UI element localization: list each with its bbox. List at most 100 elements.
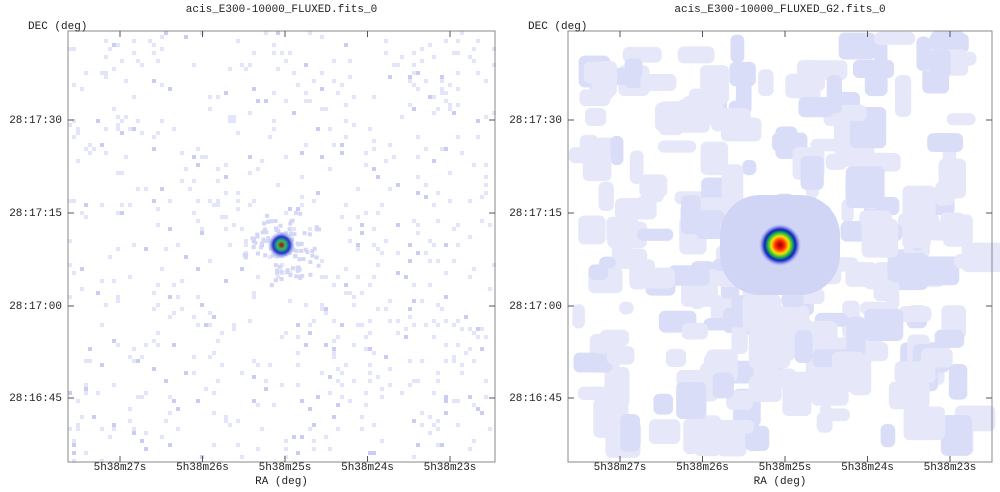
pixel [332, 79, 336, 83]
blob [639, 174, 668, 198]
pixel [240, 455, 244, 459]
pixel [408, 307, 412, 311]
blob [895, 74, 912, 117]
pixel [104, 151, 108, 155]
pixel [296, 335, 300, 339]
pixel [364, 211, 368, 215]
pixel [112, 339, 116, 343]
pixel [312, 439, 316, 443]
pixel [212, 391, 216, 395]
blob [619, 301, 634, 315]
pixel [104, 55, 108, 59]
pixel [408, 383, 412, 387]
pixel [468, 235, 472, 239]
pixel [308, 99, 312, 103]
pixel [324, 311, 328, 315]
pixel [68, 123, 72, 127]
pixel [320, 303, 324, 307]
pixel [316, 263, 321, 268]
blob [948, 363, 968, 400]
pixel [444, 319, 448, 323]
pixel [192, 211, 196, 215]
pixel [196, 399, 200, 403]
pixel [456, 319, 460, 323]
y-tick-label: 28:16:45 [509, 393, 562, 405]
blob [919, 256, 960, 286]
blob [954, 253, 977, 269]
pixel [304, 143, 308, 147]
blob [861, 218, 899, 258]
pixel [132, 243, 136, 247]
pixel [336, 335, 340, 339]
pixel [168, 295, 172, 299]
pixel [396, 319, 400, 323]
pixel [236, 131, 240, 135]
pixel [268, 255, 272, 259]
pixel [484, 191, 488, 195]
pixel [336, 275, 340, 279]
pixel [428, 283, 432, 287]
pixel [300, 151, 304, 155]
pixel [184, 371, 188, 375]
pixel [480, 195, 484, 199]
pixel [116, 295, 120, 299]
pixel [152, 199, 156, 203]
blob [653, 393, 674, 415]
pixel [152, 135, 156, 139]
blob [831, 351, 865, 392]
pixel [408, 103, 412, 107]
pixel [108, 47, 112, 51]
pixel [84, 359, 88, 363]
pixel [152, 339, 156, 343]
pixel [288, 271, 292, 275]
pixel [284, 455, 288, 459]
pixel [204, 323, 208, 327]
pixel [316, 191, 320, 195]
pixel [452, 259, 456, 263]
blob [845, 262, 878, 287]
pixel [492, 63, 496, 67]
pixel [452, 111, 456, 115]
pixel [216, 379, 220, 383]
pixel [340, 143, 344, 147]
pixel [284, 270, 289, 275]
pixel [72, 439, 76, 443]
blob [894, 361, 936, 384]
pixel [476, 135, 480, 139]
pixel [372, 147, 376, 151]
image [68, 31, 496, 463]
pixel [262, 221, 267, 226]
pixel [140, 131, 144, 135]
pixel [240, 371, 244, 375]
pixel [404, 327, 408, 331]
pixel [192, 355, 196, 359]
pixel [356, 215, 360, 219]
pixel [172, 283, 176, 287]
x-tick-label: 5h38m23s [924, 462, 977, 474]
pixel [340, 151, 344, 155]
pixel [456, 423, 460, 427]
pixel [156, 131, 160, 135]
blob [668, 265, 710, 286]
pixel [100, 323, 104, 327]
pixel [456, 135, 460, 139]
pixel [396, 183, 400, 187]
blob [940, 415, 973, 456]
pixel [320, 35, 324, 39]
pixel [308, 427, 312, 431]
blob [838, 32, 876, 60]
pixel [232, 323, 236, 327]
pixel [80, 211, 84, 215]
blob [610, 135, 624, 166]
pixel [294, 248, 299, 253]
pixel [104, 71, 108, 75]
pixel [428, 431, 432, 435]
pixel [348, 227, 352, 231]
pixel [356, 275, 360, 279]
pixel [84, 71, 88, 75]
pixel [68, 427, 72, 431]
pixel [380, 439, 384, 443]
pixel [380, 203, 384, 207]
pixel [176, 243, 180, 247]
pixel [476, 335, 480, 339]
